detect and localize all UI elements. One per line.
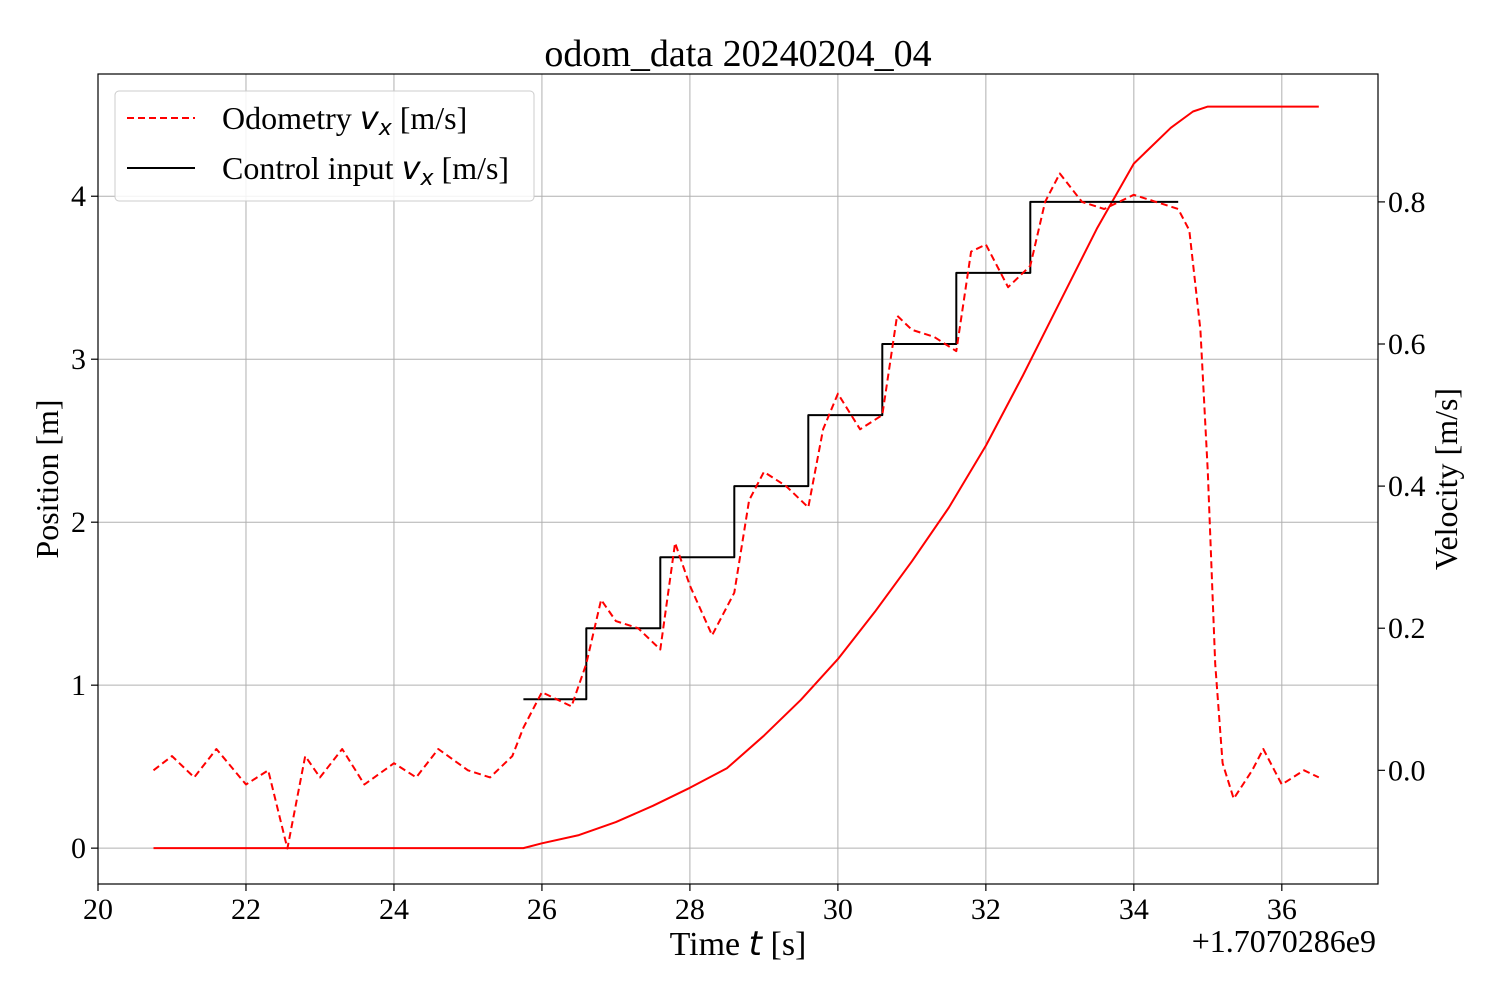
y-tick-label: 0	[71, 832, 86, 865]
x-axis-label-var: t	[749, 924, 764, 964]
legend-odometry-sub: x	[378, 116, 393, 141]
grid-lines	[97, 74, 1378, 884]
y-tick-label: 3	[71, 343, 86, 376]
y2-tick-label: 0.2	[1388, 612, 1426, 645]
y2-tick-label: 0.4	[1388, 470, 1426, 503]
odometry-velocity-line	[152, 172, 1320, 850]
x-tick-label: 30	[823, 893, 853, 926]
x-tick-label: 34	[1119, 893, 1149, 926]
legend-label-control: Control input vx [m/s]	[222, 149, 509, 191]
x-axis-label-unit: [s]	[771, 926, 807, 963]
x-tick-label: 26	[527, 893, 557, 926]
legend-control-unit: [m/s]	[442, 150, 510, 186]
y2-tick-label: 0.6	[1388, 328, 1426, 361]
y2-axis-label: Velocity [m/s]	[1428, 388, 1464, 570]
y-tick-label: 4	[71, 180, 86, 213]
y2-tick-label: 0.0	[1388, 754, 1426, 787]
x-tick-label: 22	[231, 893, 261, 926]
x-tick-label: 28	[675, 893, 705, 926]
legend-odometry-unit: [m/s]	[400, 100, 468, 136]
x-tick-label: 32	[971, 893, 1001, 926]
plot-area	[152, 105, 1320, 850]
legend-control-sub: x	[420, 166, 435, 191]
position-line	[153, 105, 1319, 850]
x-tick-label: 20	[83, 893, 113, 926]
y-axis-label: Position [m]	[29, 399, 65, 558]
legend-label-odometry: Odometry vx [m/s]	[222, 99, 467, 141]
y-tick-label: 1	[71, 669, 86, 702]
chart-title: odom_data 20240204_04	[544, 33, 931, 75]
x-offset-label: +1.7070286e9	[1192, 923, 1376, 959]
control-input-step-line	[523, 200, 1179, 701]
legend-box	[114, 90, 535, 202]
legend-odometry-text: Odometry	[222, 100, 352, 136]
legend-control-var: v	[402, 149, 422, 187]
y-tick-label: 2	[71, 506, 86, 539]
plot-frame	[97, 73, 1379, 885]
y2-tick-label: 0.8	[1388, 186, 1426, 219]
x-axis-label: Time t [s]	[670, 924, 807, 964]
x-axis-label-text: Time	[670, 926, 741, 963]
legend-odometry-var: v	[360, 99, 380, 137]
legend-control-text: Control input	[222, 150, 394, 186]
x-tick-label: 36	[1267, 893, 1297, 926]
legend: Odometry vx [m/s] Control input vx [m/s]	[114, 90, 535, 202]
x-tick-label: 24	[379, 893, 409, 926]
